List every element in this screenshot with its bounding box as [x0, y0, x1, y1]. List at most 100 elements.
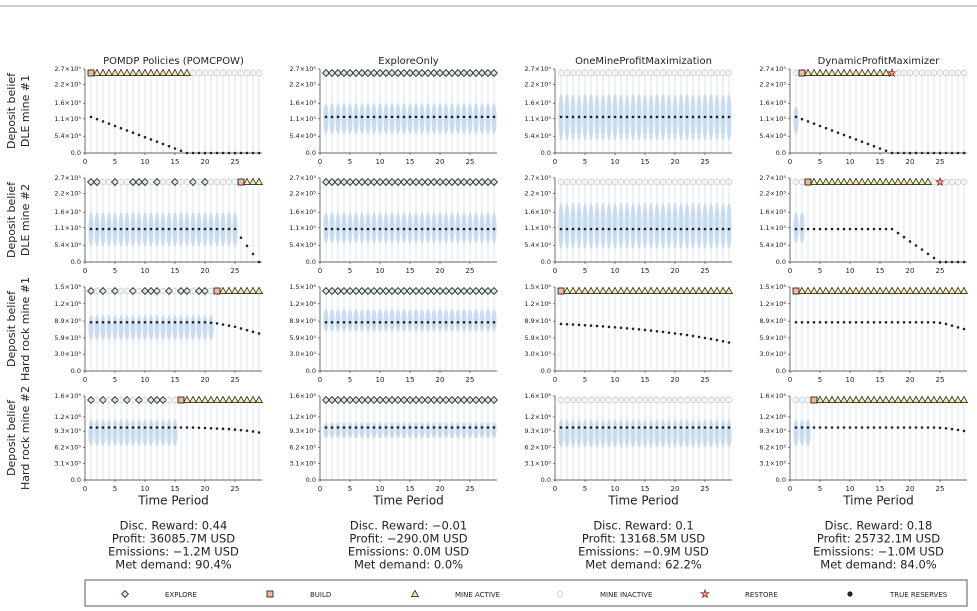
reserve-dot — [492, 115, 496, 119]
inactive-marker — [599, 69, 607, 77]
belief-violin — [335, 422, 341, 438]
belief-violin — [88, 419, 94, 446]
reserve-dot — [794, 426, 798, 429]
explore-marker — [201, 178, 209, 186]
active-marker — [948, 286, 956, 294]
reserve-dot — [209, 151, 213, 155]
reserve-dot — [179, 227, 183, 231]
explore-marker — [478, 69, 486, 77]
inactive-marker — [593, 396, 601, 404]
reserve-dot — [884, 149, 888, 153]
x-tick-label: 10 — [141, 485, 150, 493]
x-tick-label: 25 — [231, 267, 240, 275]
active-marker — [870, 177, 878, 185]
inactive-marker — [557, 396, 565, 404]
x-tick-label: 15 — [876, 376, 885, 384]
reserve-dot — [131, 320, 135, 324]
x-tick-label: 10 — [611, 376, 620, 384]
y-tick-label: 1.5×10⁶ — [759, 283, 786, 291]
explore-marker — [153, 178, 161, 186]
reserve-dot — [330, 227, 334, 231]
inactive-marker — [948, 178, 956, 186]
reserve-dot — [137, 426, 141, 429]
reserve-dot — [239, 428, 243, 432]
active-marker — [924, 177, 932, 185]
reserve-dot — [914, 244, 918, 247]
reserve-dot — [649, 329, 653, 332]
reserve-dot — [565, 322, 569, 326]
belief-violin — [401, 309, 407, 332]
reserve-dot — [625, 227, 629, 231]
belief-violin — [612, 419, 618, 448]
inactive-marker — [695, 178, 703, 186]
active-marker — [822, 68, 830, 76]
active-marker — [243, 395, 251, 403]
inactive-marker — [629, 178, 637, 186]
belief-violin — [491, 422, 497, 438]
reserve-dot — [480, 115, 484, 119]
reserve-dot — [137, 133, 141, 137]
x-tick-label: 5 — [818, 376, 822, 384]
reserve-dot — [203, 151, 207, 155]
active-marker — [605, 286, 613, 294]
reserve-dot — [830, 320, 834, 324]
y-tick-label: 1.1×10⁵ — [524, 115, 551, 123]
reserve-dot — [679, 227, 683, 231]
x-tick-label: 20 — [436, 158, 445, 166]
inactive-marker — [960, 69, 968, 77]
reserve-dot — [402, 320, 406, 324]
reserve-dot — [113, 227, 117, 231]
reserve-dot — [480, 227, 484, 231]
belief-violin — [708, 419, 714, 448]
reserve-dot — [131, 426, 135, 429]
belief-violin — [377, 422, 383, 438]
explore-marker — [189, 178, 197, 186]
belief-violin — [624, 419, 630, 448]
y-tick-label: 1.6×10⁵ — [54, 99, 81, 107]
reserve-dot — [227, 324, 231, 327]
inactive-marker — [665, 69, 673, 77]
active-marker — [810, 286, 818, 294]
reserve-dot — [673, 115, 677, 119]
reserve-dot — [679, 332, 683, 336]
x-tick-label: 15 — [876, 158, 885, 166]
belief-violin — [714, 202, 720, 250]
x-tick-label: 5 — [583, 485, 587, 493]
reserve-dot — [227, 427, 231, 431]
explore-marker — [111, 287, 119, 295]
reserve-dot — [613, 426, 617, 429]
active-marker — [930, 286, 938, 294]
row-label: Hard rock mine #2 — [19, 386, 32, 490]
y-tick-label: 0.0 — [306, 258, 316, 266]
inactive-marker — [557, 178, 565, 186]
reserve-dot — [577, 115, 581, 119]
stat-line: Emissions: −0.9M USD — [578, 545, 709, 559]
active-marker — [846, 395, 854, 403]
belief-violin — [636, 419, 642, 448]
inactive-marker — [719, 396, 727, 404]
belief-violin — [672, 419, 678, 448]
belief-violin — [726, 419, 732, 448]
stat-line: Met demand: 62.2% — [585, 558, 702, 572]
active-marker — [858, 68, 866, 76]
reserve-dot — [637, 426, 641, 429]
belief-violin — [413, 103, 419, 135]
reserve-dot — [661, 330, 665, 334]
explore-marker — [334, 396, 342, 404]
reserve-dot — [607, 227, 611, 231]
reserve-dot — [462, 227, 466, 231]
x-axis-label: Time Period — [842, 494, 914, 508]
belief-violin — [208, 315, 214, 341]
belief-violin — [365, 103, 371, 135]
reserve-dot — [806, 227, 810, 231]
reserve-dot — [119, 126, 123, 130]
build-marker — [810, 396, 818, 404]
explore-marker — [412, 69, 420, 77]
reserve-dot — [866, 320, 870, 324]
explore-marker — [412, 287, 420, 295]
reserve-dot — [408, 227, 412, 231]
explore-marker — [478, 396, 486, 404]
active-marker — [243, 177, 251, 185]
active-marker — [701, 286, 709, 294]
active-marker — [954, 286, 962, 294]
